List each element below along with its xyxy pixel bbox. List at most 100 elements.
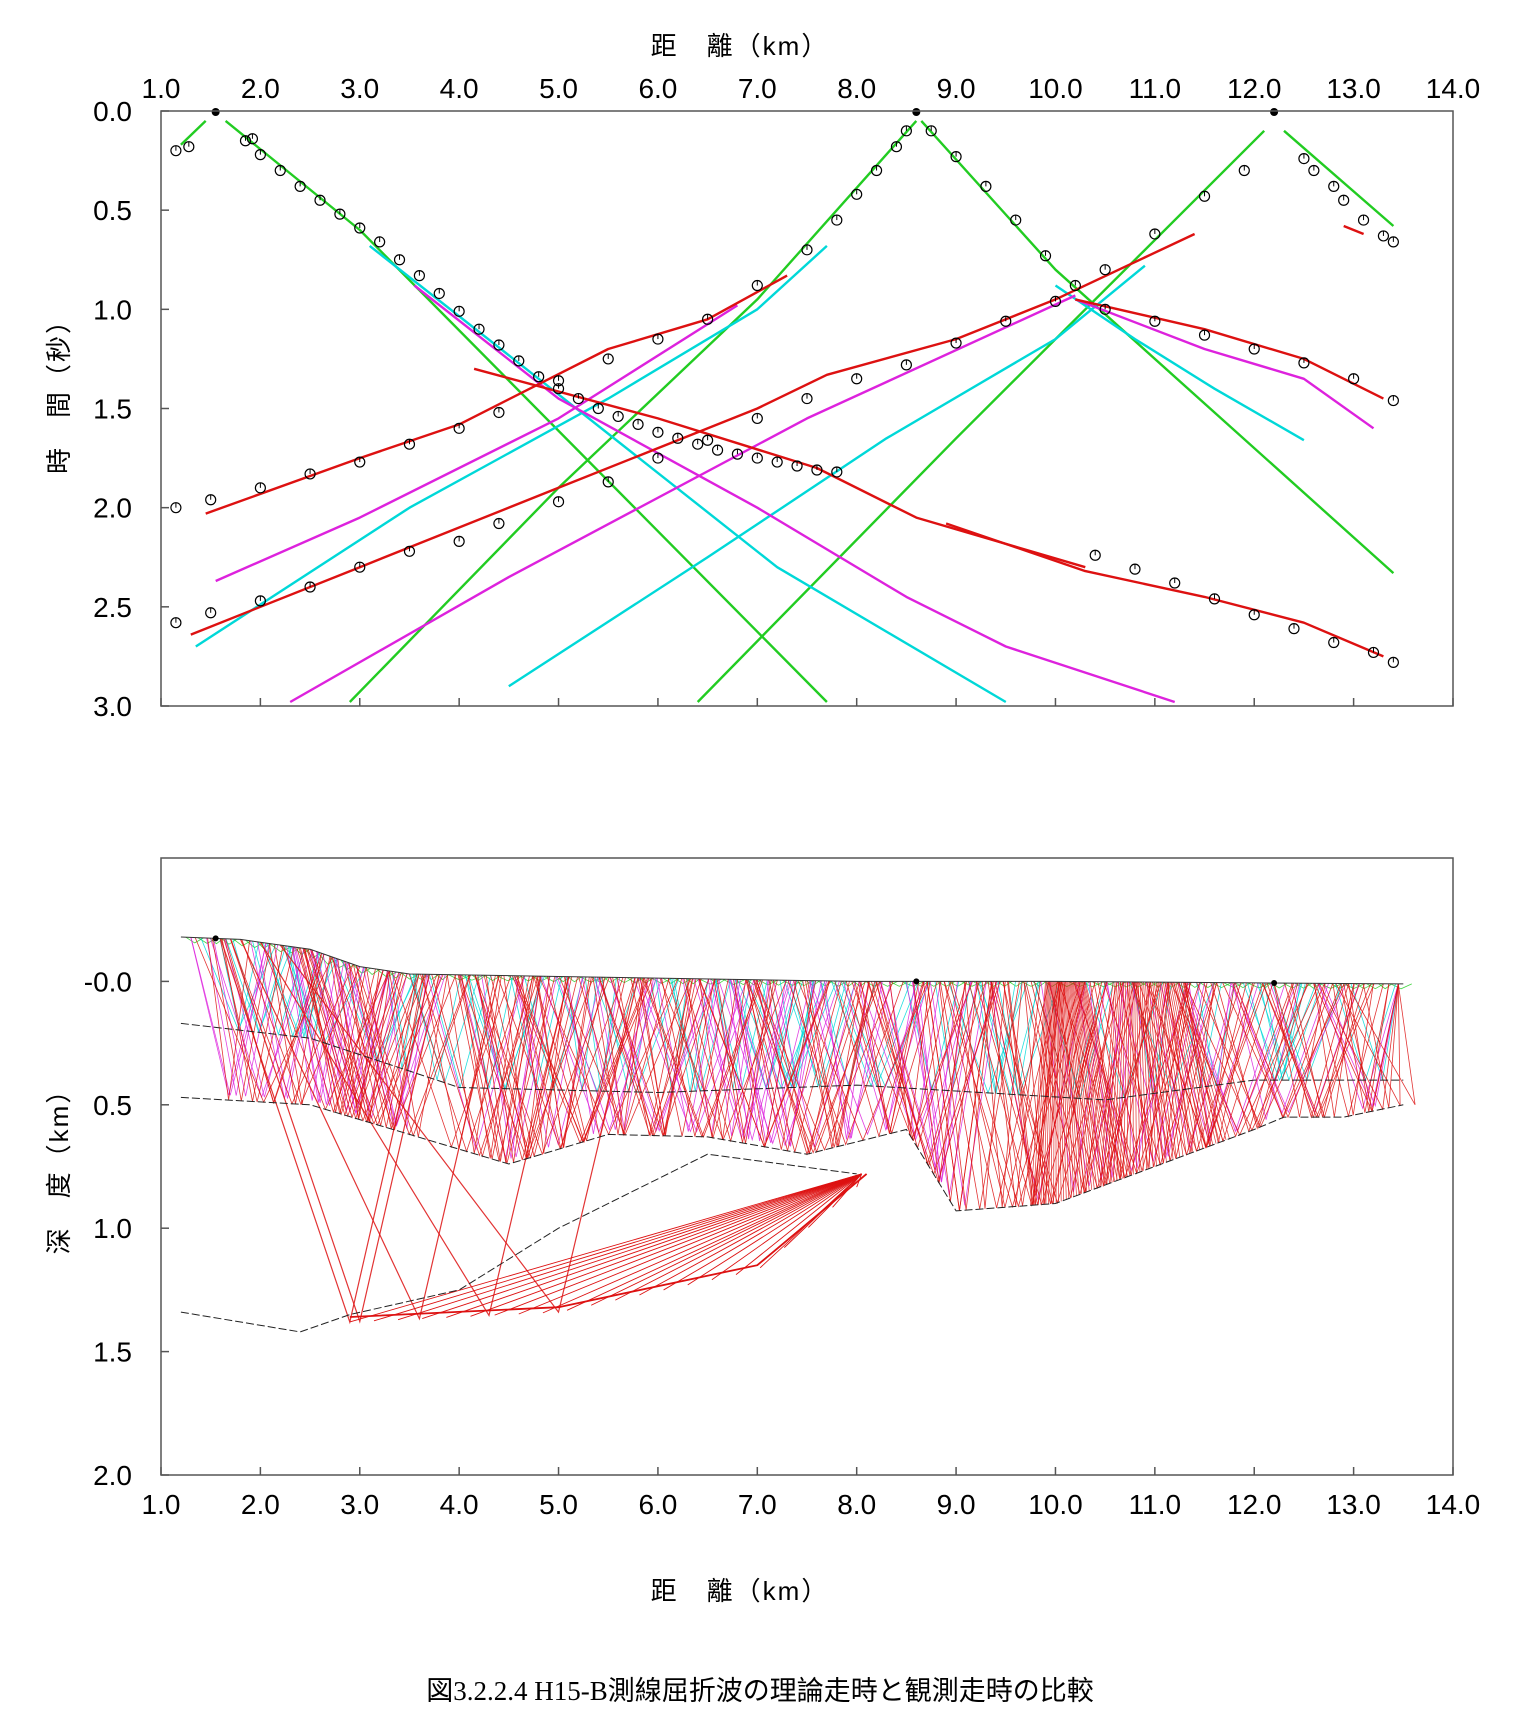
ray-path (772, 979, 856, 1148)
travel-time-curve (195, 245, 828, 648)
ray-path (1177, 982, 1217, 1144)
ray-path (536, 976, 590, 1148)
bottom-x-tick-label: 4.0 (440, 1489, 479, 1520)
ray-path (1390, 983, 1412, 990)
ray-path (1088, 981, 1136, 1178)
layer-boundary (180, 1022, 1404, 1101)
deep-ray (687, 1173, 862, 1286)
source-marker (212, 935, 219, 942)
top-x-tick-label: 14.0 (1426, 73, 1481, 104)
ray-path (1080, 981, 1121, 1180)
top-x-tick-label: 5.0 (539, 73, 578, 104)
deep-ray (397, 1173, 862, 1321)
ray-path (1378, 983, 1393, 990)
travel-time-curve (205, 274, 788, 515)
ray-path (239, 939, 500, 1321)
ray-path (459, 974, 484, 981)
ray-path (1049, 981, 1129, 1187)
ray-path (1137, 981, 1144, 1171)
deep-ray (615, 1173, 862, 1301)
observed-picks (170, 125, 1399, 668)
ray-path (1073, 981, 1103, 1187)
bottom-x-tick-label: 3.0 (340, 1489, 379, 1520)
top-x-tick-label: 1.0 (142, 73, 181, 104)
top-x-tick-label: 10.0 (1028, 73, 1083, 104)
ray-path (459, 974, 594, 1160)
ray-paths (185, 936, 1416, 1325)
ray-path (1346, 983, 1416, 1105)
source-marker (913, 978, 920, 985)
ray-path (755, 979, 894, 1151)
ray-path (649, 977, 715, 1137)
ray-path (1171, 982, 1207, 1148)
travel-time-curve (696, 129, 1266, 703)
layer-boundary (180, 1153, 857, 1333)
ray-path (1008, 981, 1024, 987)
deep-ray (566, 1173, 862, 1311)
ray-path (1177, 982, 1297, 1132)
bottom-x-axis-title: 距 離（km） (651, 1576, 830, 1606)
bottom-x-tick-label: 9.0 (937, 1489, 976, 1520)
ray-path (1023, 981, 1118, 1198)
ground-surface (180, 936, 1404, 985)
ray-path (310, 949, 438, 1125)
ray-path (879, 981, 997, 1184)
travel-time-curve (1283, 129, 1395, 227)
ray-path (206, 937, 267, 1096)
ray-path (269, 943, 292, 953)
ray-path (521, 975, 567, 1154)
theoretical-curves (180, 119, 1395, 704)
travel-time-frame (160, 110, 1454, 707)
bottom-x-tick-label: 8.0 (837, 1489, 876, 1520)
bottom-x-tick-label: 7.0 (738, 1489, 777, 1520)
ray-path (1065, 981, 1082, 1194)
ray-path (1037, 981, 1049, 1205)
ray-path (1103, 981, 1118, 1186)
deep-ray (711, 1173, 862, 1281)
ray-path (843, 981, 929, 1132)
ray-path (876, 981, 951, 1141)
ray-path (514, 975, 583, 1148)
deep-ray (590, 1173, 862, 1306)
time-tick-label: 2.5 (93, 592, 132, 623)
ray-path (1148, 982, 1164, 1164)
shot-point (1270, 108, 1279, 116)
travel-time-curve (1075, 298, 1384, 400)
deep-ray (518, 1173, 862, 1315)
ray-path (1266, 982, 1360, 1119)
deep-ray (422, 1173, 862, 1319)
depth-tick-label: 2.0 (93, 1460, 132, 1491)
travel-time-curve (508, 264, 1146, 688)
ray-path (730, 979, 840, 1147)
ray-path (929, 981, 1000, 1206)
shot-point (211, 108, 220, 116)
ray-path (1211, 982, 1232, 989)
ray-path (1182, 982, 1227, 1141)
top-x-tick-label: 6.0 (638, 73, 677, 104)
travel-time-curve (1074, 298, 1375, 430)
ray-path (302, 948, 402, 1119)
deep-ray (373, 1173, 862, 1322)
shot-point (912, 108, 921, 116)
ray-path (1216, 982, 1299, 1130)
travel-time-curve (348, 120, 918, 703)
bottom-x-tick-label: 1.0 (142, 1489, 181, 1520)
ray-path (1069, 981, 1093, 1191)
ray-path (779, 980, 814, 1088)
top-x-tick-label: 12.0 (1227, 73, 1282, 104)
deep-ray (542, 1173, 862, 1314)
ray-path (793, 980, 876, 1148)
deep-ray (470, 1173, 862, 1317)
travel-time-curve (945, 522, 1384, 658)
ray-path (633, 977, 748, 1133)
top-x-tick-label: 13.0 (1326, 73, 1381, 104)
ray-path (386, 970, 428, 1129)
ray-path-frame (160, 857, 1454, 1476)
ray-path (597, 976, 716, 1132)
ray-path (1123, 981, 1128, 1179)
top-x-tick-label: 9.0 (937, 73, 976, 104)
bottom-x-tick-label: 13.0 (1326, 1489, 1381, 1520)
travel-time-curve (368, 244, 1007, 704)
ray-path (366, 967, 424, 1131)
bottom-x-ticks: 1.0 2.0 3.0 4.0 5.0 6.0 7.0 8.0 9.0 10.0 11.0 12.0 1… (142, 1467, 1480, 1520)
